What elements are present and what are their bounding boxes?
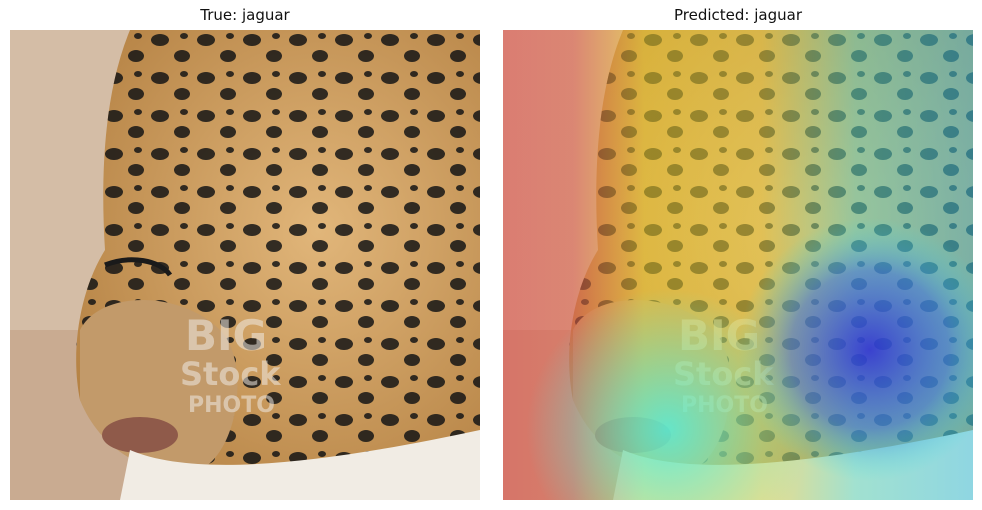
predicted-label-panel: Predicted: jaguar bbox=[503, 0, 973, 510]
heatmap-image: BIG Stock PHOTO bbox=[503, 30, 973, 500]
svg-text:Stock: Stock bbox=[180, 355, 281, 393]
true-label-panel: True: jaguar bbox=[10, 0, 480, 510]
panel-title-predicted: Predicted: jaguar bbox=[674, 6, 802, 24]
gradcam-heatmap: BIG Stock PHOTO bbox=[503, 30, 973, 500]
watermark: BIG Stock PHOTO bbox=[180, 311, 281, 418]
jaguar-image: BIG Stock PHOTO bbox=[10, 30, 480, 500]
jaguar-photo: BIG Stock PHOTO bbox=[10, 30, 480, 500]
svg-text:PHOTO: PHOTO bbox=[188, 393, 275, 418]
panel-title-true: True: jaguar bbox=[200, 6, 290, 24]
svg-text:BIG: BIG bbox=[185, 311, 267, 360]
